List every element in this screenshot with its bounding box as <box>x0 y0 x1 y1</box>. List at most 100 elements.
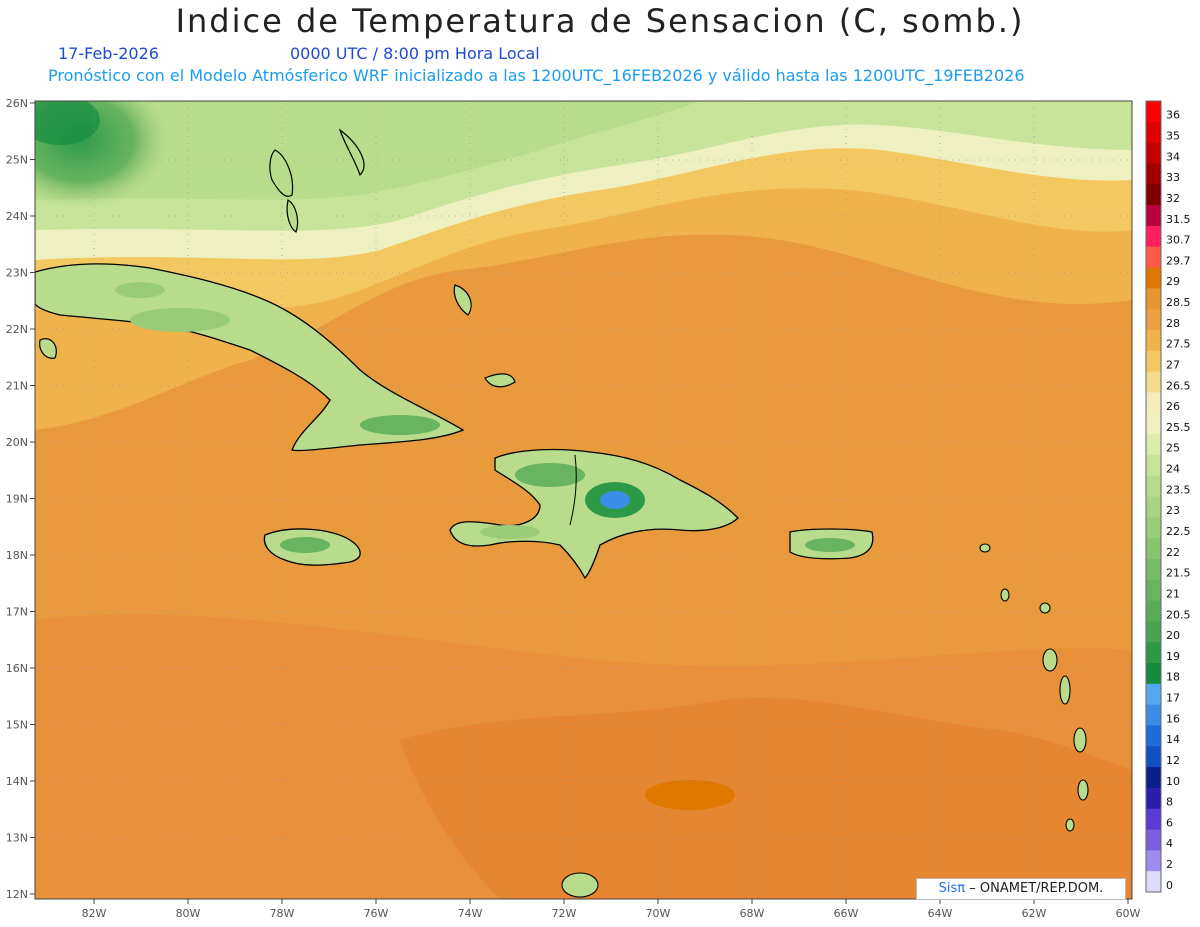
colorbar-label: 19 <box>1166 650 1180 663</box>
colorbar-swatch <box>1146 121 1161 144</box>
latitude-label: 24N <box>6 210 28 223</box>
colorbar-label: 21.5 <box>1166 567 1191 580</box>
colorbar-label: 4 <box>1166 837 1173 850</box>
longitude-axis: 82W 80W 78W 76W 74W 72W 70W 68W 66W 64W 62W 60W <box>82 899 1141 920</box>
longitude-label: 70W <box>646 907 671 920</box>
colorbar-label: 35 <box>1166 130 1180 143</box>
sispi-logo: Sisπ <box>938 881 966 896</box>
latitude-label: 19N <box>6 493 28 506</box>
latitude-label: 17N <box>6 606 28 619</box>
colorbar-label: 14 <box>1166 733 1180 746</box>
forecast-date: 17-Feb-2026 <box>58 44 159 63</box>
latitude-label: 18N <box>6 549 28 562</box>
colorbar-swatch <box>1146 475 1161 497</box>
colorbar-swatch <box>1146 704 1161 726</box>
longitude-label: 66W <box>834 907 859 920</box>
jamaica-island <box>263 528 361 566</box>
colorbar-label: 27.5 <box>1166 338 1191 351</box>
colorbar-swatch <box>1146 517 1161 539</box>
colorbar-label: 28.5 <box>1166 296 1191 309</box>
colorbar-swatch <box>1146 309 1161 331</box>
colorbar-swatch <box>1146 434 1161 456</box>
colorbar-label: 34 <box>1166 150 1180 163</box>
colorbar-label: 32 <box>1166 192 1180 205</box>
cuba-island <box>35 263 465 452</box>
colorbar-swatch <box>1146 579 1161 602</box>
colorbar-swatch <box>1146 413 1161 435</box>
colorbar-swatch <box>1146 184 1161 206</box>
forecast-time: 0000 UTC / 8:00 pm Hora Local <box>290 44 540 63</box>
latitude-label: 13N <box>6 832 28 845</box>
colorbar-label: 10 <box>1166 775 1180 788</box>
colorbar-swatch <box>1146 163 1161 185</box>
colorbar-label: 22.5 <box>1166 525 1191 538</box>
colorbar-label: 33 <box>1166 171 1180 184</box>
latitude-label: 26N <box>6 97 28 110</box>
longitude-label: 68W <box>740 907 765 920</box>
colorbar-label: 21 <box>1166 587 1180 600</box>
colorbar-label: 2 <box>1166 858 1173 871</box>
credit-box: Sisπ – ONAMET/REP.DOM. <box>916 878 1126 900</box>
colorbar-label: 36 <box>1166 109 1180 122</box>
colorbar-swatch <box>1146 683 1161 706</box>
latitude-label: 20N <box>6 436 28 449</box>
colorbar-label: 20.5 <box>1166 608 1191 621</box>
colorbar-swatch <box>1146 850 1161 872</box>
colorbar-swatch <box>1146 600 1161 622</box>
colorbar-swatch <box>1146 767 1161 789</box>
grid-lines <box>35 101 1132 899</box>
colorbar-swatch <box>1146 808 1161 831</box>
latitude-label: 25N <box>6 154 28 167</box>
colorbar-swatch <box>1146 246 1161 269</box>
model-description: Pronóstico con el Modelo Atmósferico WRF… <box>48 66 1025 85</box>
colorbar-swatch <box>1146 225 1161 248</box>
longitude-label: 62W <box>1022 907 1047 920</box>
colorbar-label: 28 <box>1166 317 1180 330</box>
colorbar-swatch <box>1146 829 1161 851</box>
latitude-label: 15N <box>6 719 28 732</box>
colorbar-label: 22 <box>1166 546 1180 559</box>
colorbar-swatch <box>1146 538 1161 560</box>
hispaniola-island <box>449 448 739 580</box>
colorbar-swatch <box>1146 746 1161 768</box>
colorbar-label: 27 <box>1166 358 1180 371</box>
colorbar-label: 25.5 <box>1166 421 1191 434</box>
colorbar-swatch <box>1146 329 1161 352</box>
puerto-rico-island <box>789 528 874 560</box>
colorbar-label: 29.7 <box>1166 254 1191 267</box>
colorbar-label: 18 <box>1166 671 1180 684</box>
colorbar-label: 16 <box>1166 712 1180 725</box>
lesser-antilles <box>561 543 1089 898</box>
colorbar-label: 17 <box>1166 692 1180 705</box>
colorbar-swatch <box>1146 871 1161 893</box>
credit-text: – ONAMET/REP.DOM. <box>969 881 1104 896</box>
longitude-label: 82W <box>82 907 107 920</box>
latitude-axis: 26N 25N 24N 23N 22N 21N 20N 19N 18N 17N 16N 15N 14N 1… <box>6 97 35 901</box>
longitude-label: 64W <box>928 907 953 920</box>
colorbar-swatch <box>1146 621 1161 643</box>
latitude-label: 14N <box>6 775 28 788</box>
colorbar-label: 26.5 <box>1166 379 1191 392</box>
colorbar-swatch <box>1146 350 1161 373</box>
temperature-field <box>35 101 1132 899</box>
colorbar-swatch <box>1146 371 1161 393</box>
longitude-label: 60W <box>1116 907 1141 920</box>
colorbar-swatch <box>1146 558 1161 581</box>
colorbar-swatch <box>1146 725 1161 747</box>
colorbar-label: 20 <box>1166 629 1180 642</box>
longitude-label: 76W <box>364 907 389 920</box>
bahamas-islands <box>39 128 516 388</box>
longitude-label: 74W <box>458 907 483 920</box>
longitude-label: 78W <box>270 907 295 920</box>
colorbar-label: 23 <box>1166 504 1180 517</box>
colorbar-swatch <box>1146 663 1161 685</box>
colorbar-label: 29 <box>1166 275 1180 288</box>
colorbar-swatch <box>1146 642 1161 664</box>
longitude-label: 72W <box>552 907 577 920</box>
colorbar-label: 8 <box>1166 796 1173 809</box>
colorbar-swatch <box>1146 101 1161 123</box>
longitude-label: 80W <box>176 907 201 920</box>
colorbar-label: 31.5 <box>1166 213 1191 226</box>
colorbar-label: 25 <box>1166 442 1180 455</box>
colorbar-swatch <box>1146 142 1161 164</box>
